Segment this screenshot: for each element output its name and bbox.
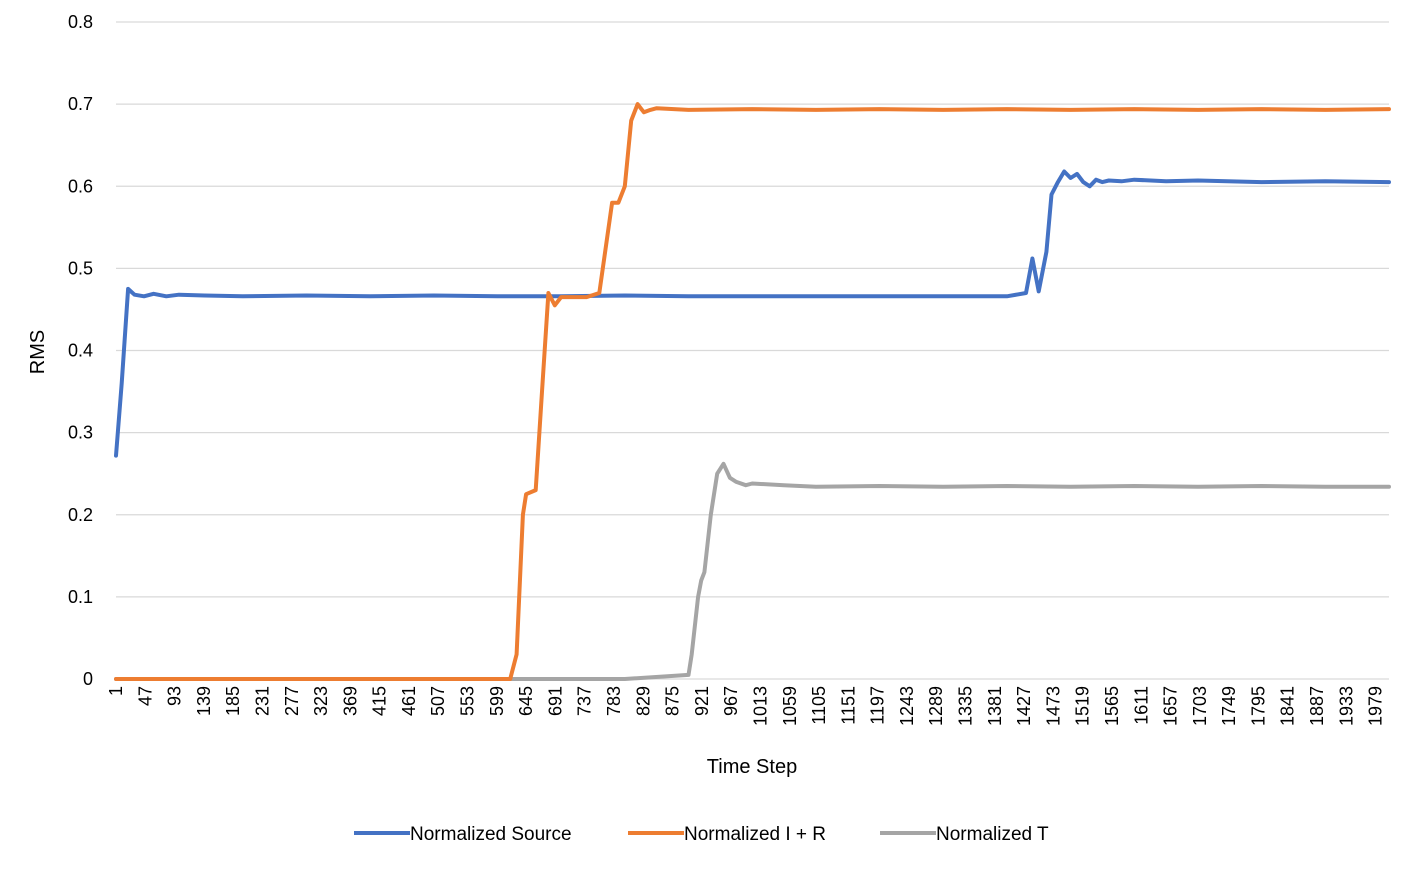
gridlines <box>116 21 1389 680</box>
x-tick-label: 1105 <box>809 686 829 725</box>
x-tick-label: 461 <box>399 686 419 716</box>
series-line-2 <box>114 461 1391 681</box>
x-tick-label: 1059 <box>780 686 800 726</box>
y-tick-label: 0.2 <box>68 505 93 525</box>
x-tick-label: 1381 <box>985 686 1005 726</box>
x-tick-label: 1197 <box>868 686 888 725</box>
legend-label: Normalized Source <box>410 824 572 845</box>
x-tick-label: 185 <box>223 686 243 716</box>
x-tick-label: 369 <box>340 686 360 716</box>
series-line-0 <box>114 169 1391 458</box>
x-tick-label: 645 <box>516 686 536 716</box>
legend-label: Normalized I + R <box>684 824 826 845</box>
x-tick-label: 1 <box>106 686 126 696</box>
y-tick-label: 0 <box>83 669 93 689</box>
x-tick-label: 691 <box>545 686 565 716</box>
x-tick-label: 1841 <box>1278 686 1298 726</box>
x-tick-label: 599 <box>487 686 507 716</box>
x-tick-label: 783 <box>604 686 624 716</box>
x-axis-ticks: 1 47 93 139 185 231 277 323 369 415 461 507 553 599 64… <box>106 686 1386 726</box>
x-axis-title: Time Step <box>707 756 797 778</box>
x-tick-label: 875 <box>663 686 683 716</box>
series-lines <box>114 102 1391 681</box>
x-tick-label: 737 <box>575 686 595 716</box>
x-tick-label: 1703 <box>1190 686 1210 726</box>
x-tick-label: 415 <box>370 686 390 716</box>
y-tick-label: 0.8 <box>68 12 93 32</box>
y-tick-label: 0.3 <box>68 423 93 443</box>
x-tick-label: 553 <box>458 686 478 716</box>
x-tick-label: 1979 <box>1366 686 1386 726</box>
y-tick-label: 0.5 <box>68 258 93 278</box>
x-tick-label: 1013 <box>750 686 770 726</box>
x-tick-label: 1657 <box>1161 686 1181 726</box>
y-axis-ticks: 0 0.1 0.2 0.3 0.4 0.5 0.6 0.7 0.8 <box>68 12 93 689</box>
x-tick-label: 1749 <box>1219 686 1239 726</box>
y-tick-label: 0.4 <box>68 341 93 361</box>
x-tick-label: 967 <box>721 686 741 716</box>
x-tick-label: 1335 <box>956 686 976 726</box>
x-tick-label: 1427 <box>1014 686 1034 726</box>
x-tick-label: 507 <box>428 686 448 716</box>
x-tick-label: 1243 <box>897 686 917 726</box>
x-tick-label: 829 <box>633 686 653 716</box>
y-tick-label: 0.6 <box>68 176 93 196</box>
y-tick-label: 0.7 <box>68 94 93 114</box>
x-tick-label: 1933 <box>1336 686 1356 726</box>
x-tick-label: 1519 <box>1073 686 1093 726</box>
x-tick-label: 231 <box>252 686 272 716</box>
x-tick-label: 921 <box>692 686 712 716</box>
y-tick-label: 0.1 <box>68 587 93 607</box>
x-tick-label: 1473 <box>1043 686 1063 726</box>
y-axis-title: RMS <box>27 330 49 374</box>
x-tick-label: 1795 <box>1248 686 1268 726</box>
x-tick-label: 93 <box>165 686 185 706</box>
x-tick-label: 1151 <box>838 686 858 725</box>
series-line-1 <box>114 102 1391 681</box>
x-tick-label: 323 <box>311 686 331 716</box>
x-tick-label: 1887 <box>1307 686 1327 726</box>
legend: Normalized Source Normalized I + R Normali… <box>354 824 1049 845</box>
x-tick-label: 277 <box>282 686 302 716</box>
legend-label: Normalized T <box>936 824 1049 845</box>
x-tick-label: 47 <box>135 686 155 706</box>
x-tick-label: 1289 <box>926 686 946 726</box>
x-tick-label: 1611 <box>1131 686 1151 725</box>
x-tick-label: 1565 <box>1102 686 1122 726</box>
x-tick-label: 139 <box>194 686 214 716</box>
